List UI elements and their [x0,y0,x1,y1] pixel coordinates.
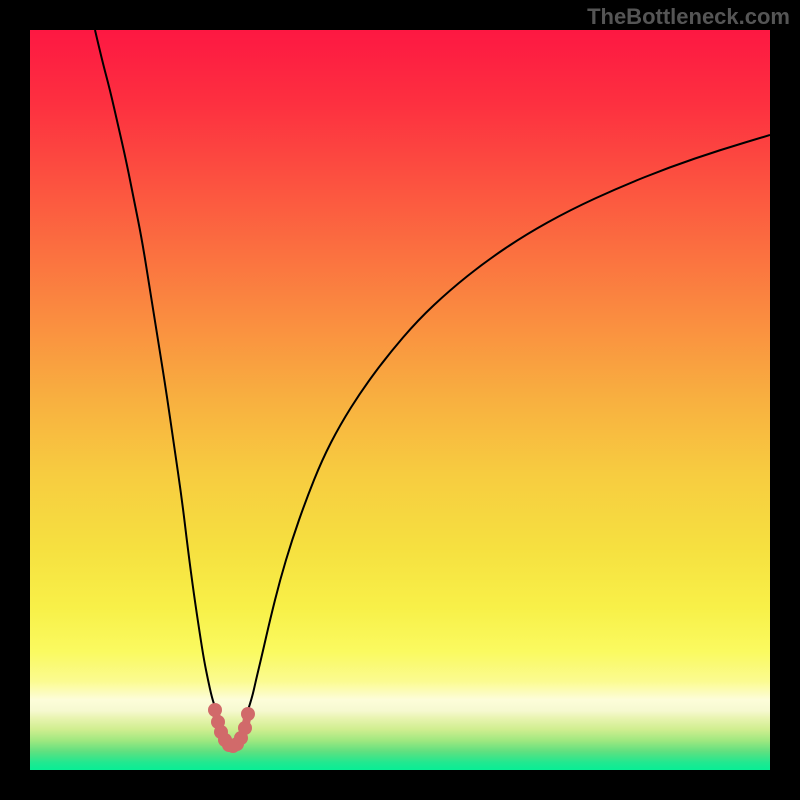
chart-frame [0,0,800,800]
valley-markers [208,703,255,753]
curve-left-branch [95,30,216,710]
valley-marker-dot [241,707,255,721]
valley-marker-dot [208,703,222,717]
curve-right-branch [248,135,770,710]
curve-layer [30,30,770,770]
valley-marker-dot [238,721,252,735]
watermark-text: TheBottleneck.com [587,4,790,30]
plot-area [30,30,770,770]
